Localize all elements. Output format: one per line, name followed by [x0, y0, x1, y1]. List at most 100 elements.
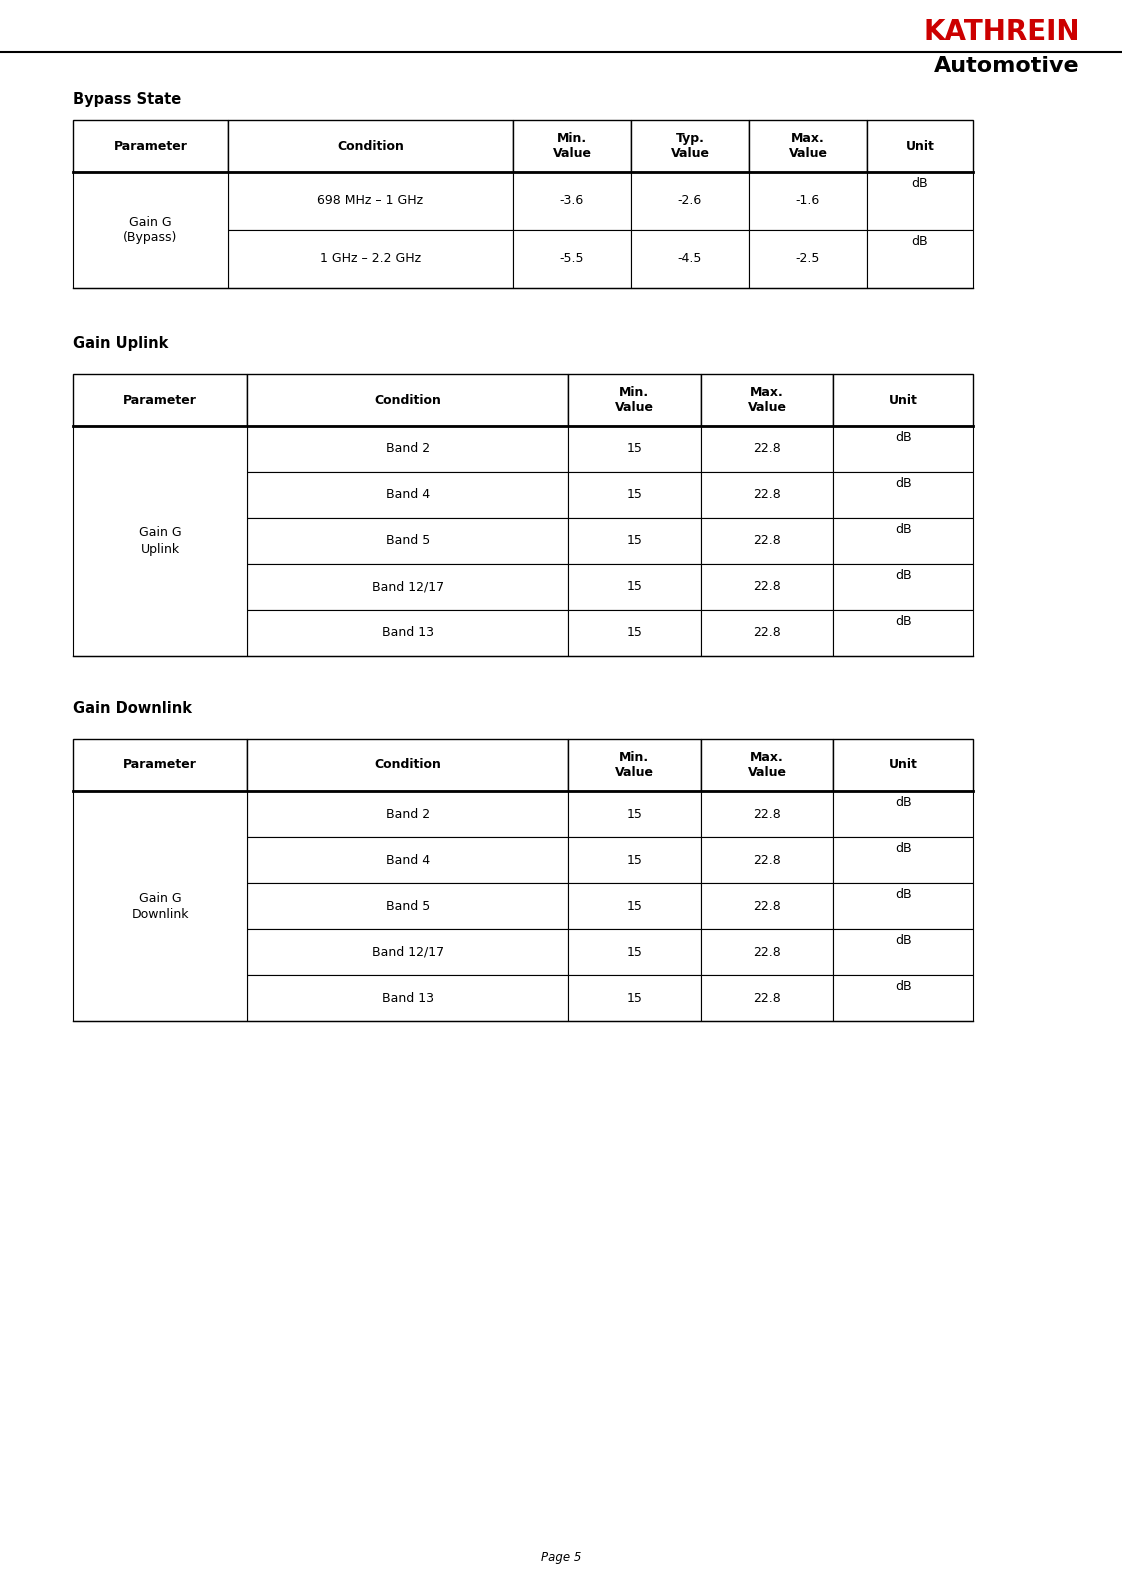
Bar [73, 425, 247, 656]
Bar [247, 374, 568, 425]
Text: dB: dB [912, 236, 928, 249]
Bar [867, 229, 973, 288]
Bar [867, 172, 973, 229]
Text: 15: 15 [626, 443, 642, 456]
Bar [73, 792, 247, 1021]
Text: Unit: Unit [889, 758, 918, 771]
Text: Band 2: Band 2 [386, 808, 430, 820]
Bar [701, 564, 834, 610]
Text: dB: dB [895, 476, 911, 491]
Bar [834, 374, 973, 425]
Bar [247, 564, 568, 610]
Text: Band 5: Band 5 [386, 900, 430, 913]
Bar [749, 229, 867, 288]
Text: Band 13: Band 13 [381, 626, 434, 639]
Bar [568, 564, 701, 610]
Text: dB: dB [895, 615, 911, 628]
Text: Gain Downlink: Gain Downlink [73, 701, 192, 715]
Bar [834, 518, 973, 564]
Text: 15: 15 [626, 626, 642, 639]
Bar [701, 518, 834, 564]
Text: dB: dB [895, 796, 911, 809]
Text: 22.8: 22.8 [753, 580, 781, 594]
Bar [247, 975, 568, 1021]
Bar [247, 472, 568, 518]
Text: 22.8: 22.8 [753, 443, 781, 456]
Bar [568, 883, 701, 929]
Text: dB: dB [895, 933, 911, 946]
Text: Gain G
Downlink: Gain G Downlink [131, 892, 188, 921]
Bar [73, 119, 228, 172]
Text: -2.5: -2.5 [795, 253, 820, 266]
Text: dB: dB [895, 569, 911, 581]
Bar [568, 472, 701, 518]
Bar [701, 610, 834, 656]
Text: -3.6: -3.6 [560, 194, 585, 207]
Text: -1.6: -1.6 [795, 194, 820, 207]
Text: Min.
Value: Min. Value [615, 386, 654, 414]
Text: 22.8: 22.8 [753, 991, 781, 1005]
Bar [247, 883, 568, 929]
Bar [834, 739, 973, 792]
Bar [834, 792, 973, 836]
Bar [834, 883, 973, 929]
Bar [568, 929, 701, 975]
Text: Condition: Condition [375, 393, 441, 406]
Text: Min.
Value: Min. Value [552, 132, 591, 159]
Bar [568, 425, 701, 472]
Text: dB: dB [895, 843, 911, 855]
Bar [701, 425, 834, 472]
Bar [228, 229, 513, 288]
Text: Parameter: Parameter [123, 758, 197, 771]
Bar [834, 425, 973, 472]
Text: Bypass State: Bypass State [73, 92, 182, 107]
Text: Condition: Condition [375, 758, 441, 771]
Text: Unit: Unit [905, 140, 935, 153]
Text: 15: 15 [626, 946, 642, 959]
Bar [568, 836, 701, 883]
Text: 22.8: 22.8 [753, 626, 781, 639]
Bar [73, 172, 228, 288]
Text: 22.8: 22.8 [753, 900, 781, 913]
Text: Unit: Unit [889, 393, 918, 406]
Bar [228, 172, 513, 229]
Bar [701, 836, 834, 883]
Text: 22.8: 22.8 [753, 489, 781, 502]
Bar [749, 172, 867, 229]
Text: Gain G
(Bypass): Gain G (Bypass) [123, 215, 177, 244]
Bar [631, 229, 749, 288]
Text: 15: 15 [626, 489, 642, 502]
Text: Typ.
Value: Typ. Value [671, 132, 709, 159]
Text: Parameter: Parameter [123, 393, 197, 406]
Text: 15: 15 [626, 854, 642, 867]
Bar [568, 975, 701, 1021]
Text: -4.5: -4.5 [678, 253, 702, 266]
Text: 15: 15 [626, 900, 642, 913]
Bar [568, 374, 701, 425]
Text: Band 4: Band 4 [386, 854, 430, 867]
Bar [73, 374, 247, 425]
Text: 22.8: 22.8 [753, 946, 781, 959]
Text: Band 4: Band 4 [386, 489, 430, 502]
Bar [834, 564, 973, 610]
Bar [749, 119, 867, 172]
Bar [568, 792, 701, 836]
Bar [701, 739, 834, 792]
Text: 15: 15 [626, 808, 642, 820]
Text: 22.8: 22.8 [753, 535, 781, 548]
Text: Page 5: Page 5 [541, 1552, 581, 1564]
Text: 22.8: 22.8 [753, 808, 781, 820]
Text: dB: dB [895, 887, 911, 902]
Bar [73, 739, 247, 792]
Bar [247, 610, 568, 656]
Bar [834, 836, 973, 883]
Text: dB: dB [912, 177, 928, 190]
Text: Band 2: Band 2 [386, 443, 430, 456]
Text: 1 GHz – 2.2 GHz: 1 GHz – 2.2 GHz [320, 253, 421, 266]
Bar [568, 610, 701, 656]
Text: Max.
Value: Max. Value [747, 750, 787, 779]
Bar [701, 792, 834, 836]
Text: Band 5: Band 5 [386, 535, 430, 548]
Bar [247, 836, 568, 883]
Text: Min.
Value: Min. Value [615, 750, 654, 779]
